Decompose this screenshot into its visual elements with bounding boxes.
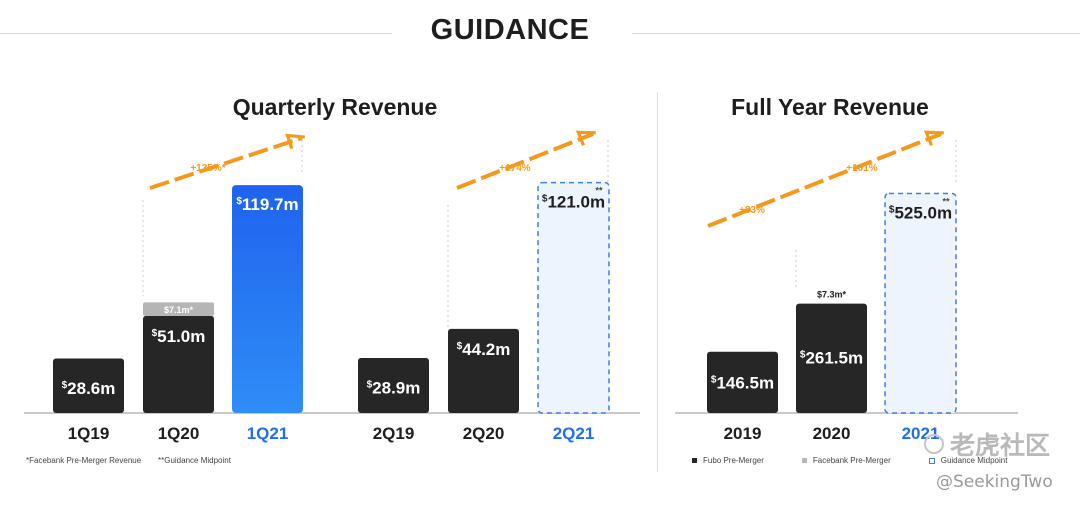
value-label-1q21: $119.7m [236,195,298,214]
tiger-logo-icon [924,434,944,454]
category-label-1q20: 1Q20 [158,424,200,443]
bar-1q19 [53,358,124,413]
bar-2019 [707,351,778,413]
growth-arrow-2q21-head [575,130,596,146]
growth-arrow-1q21-head [285,133,306,150]
category-label-2020: 2020 [813,424,851,443]
growth-label-2021: +101% [846,163,878,174]
value-label-2019: $146.5m [711,373,774,392]
value-label-2q21: $121.0m [542,193,605,212]
watermark-cn-text: 老虎社区 [950,431,1051,460]
legend-item-facebank: Facebank Pre-Merger [801,456,891,465]
title-rule-right [632,33,1080,34]
bar-2021 [884,192,957,414]
category-label-1q19: 1Q19 [68,424,110,443]
legend-swatch-fubo [692,458,697,463]
category-label-1q21: 1Q21 [247,424,289,443]
legend-label-guidance: Guidance Midpoint [940,456,1008,465]
title-rule-left [0,33,392,34]
bar-1q21 [232,185,303,413]
quarterly-chart-title: Quarterly Revenue [232,94,438,120]
guidance-marker-2021: ** [942,196,950,206]
premerger-label-2020: $7.3m* [817,290,847,300]
value-label-2020: $261.5m [800,349,863,368]
annual-legend: Fubo Pre-Merger Facebank Pre-Merger Guid… [692,456,1007,465]
annual-chart-title: Full Year Revenue [731,94,929,120]
bar-2q19 [358,357,429,413]
watermark-handle: @SeekingTwo [936,472,1053,492]
bar-2020 [796,303,867,413]
legend-swatch-facebank [801,458,807,463]
legend-label-fubo: Fubo Pre-Merger [703,456,764,465]
value-label-1q19: $28.6m [62,379,116,398]
growth-arrow-annual-head [923,130,944,146]
growth-label-2q21: +174% [499,163,531,174]
value-label-1q20: $51.0m [152,327,206,346]
growth-arrow-annual-line [707,132,942,228]
bar-2q21 [537,181,610,414]
legend-label-facebank: Facebank Pre-Merger [812,456,891,465]
premerger-segment-1q20 [143,302,214,316]
legend-item-guidance: Guidance Midpoint [928,456,1008,465]
page-title: GUIDANCE [430,14,590,46]
watermark-brand: 老虎社区 [924,426,1050,462]
growth-arrow-1q21-line [149,136,303,190]
premerger-label-1q20: $7.1m* [164,305,194,315]
category-label-2q21: 2Q21 [553,424,595,443]
guidance-marker-2q21: ** [595,186,603,196]
footnote-facebank: *Facebank Pre-Merger Revenue [26,456,142,465]
growth-label-2020: +83% [739,205,765,216]
value-label-2q20: $44.2m [457,340,511,359]
value-label-2q19: $28.9m [367,378,421,397]
bar-1q20 [143,315,214,413]
growth-arrow-2q21-line [456,132,594,190]
category-label-2019: 2019 [724,424,762,443]
value-label-2021: $525.0m [889,203,952,222]
bar-2q20 [448,328,519,413]
legend-item-fubo: Fubo Pre-Merger [692,456,764,465]
footnote-guidance: **Guidance Midpoint [158,456,231,465]
panel-divider [657,92,658,472]
category-label-2q20: 2Q20 [463,424,505,443]
category-label-2q19: 2Q19 [373,424,415,443]
legend-swatch-guidance [928,457,935,464]
growth-label-1q21: +135%* [190,163,225,174]
